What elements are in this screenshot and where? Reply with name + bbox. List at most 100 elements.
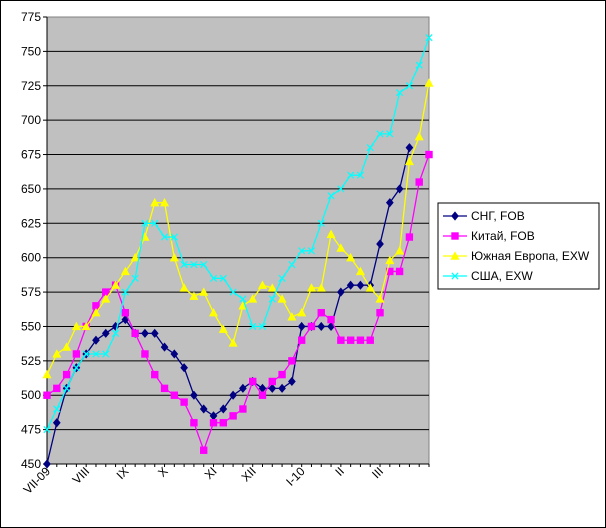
data-point-3 [415, 61, 423, 69]
data-point-0 [317, 321, 326, 332]
data-point-2 [424, 78, 434, 87]
data-point-3 [366, 144, 374, 152]
x-tick-label: XI [202, 464, 220, 482]
data-point-3 [337, 185, 345, 193]
data-point-3 [307, 247, 316, 255]
legend-swatch-marker [451, 232, 459, 240]
data-point-1 [229, 412, 237, 420]
data-point-3 [229, 288, 237, 296]
data-point-2 [336, 243, 346, 252]
data-point-3 [425, 34, 433, 42]
data-point-1 [327, 315, 335, 324]
data-point-1 [239, 405, 247, 413]
data-point-3 [288, 260, 296, 269]
data-point-1 [405, 233, 414, 241]
data-point-1 [288, 357, 296, 365]
data-point-3 [395, 89, 404, 97]
data-point-1 [366, 336, 374, 344]
data-point-2 [375, 294, 385, 303]
data-point-3 [327, 192, 335, 200]
data-point-1 [278, 370, 286, 379]
data-point-2 [404, 156, 414, 166]
data-point-3 [376, 130, 384, 138]
data-point-3 [180, 260, 188, 269]
data-point-0 [405, 143, 414, 153]
data-point-3 [278, 274, 286, 282]
data-point-3 [151, 219, 159, 227]
data-point-2 [169, 252, 179, 262]
data-point-2 [228, 338, 238, 347]
data-point-3 [268, 295, 276, 303]
y-tick-label: 625 [21, 216, 41, 230]
data-point-1 [268, 377, 276, 386]
data-point-1 [376, 309, 384, 317]
data-point-1 [219, 419, 228, 427]
data-point-3 [141, 219, 149, 227]
data-point-3 [62, 384, 71, 392]
data-point-2 [267, 283, 277, 292]
legend-swatch-marker [451, 272, 459, 280]
y-tick-label: 525 [21, 354, 41, 368]
y-tick-label: 750 [21, 44, 41, 58]
data-point-1 [337, 336, 345, 344]
data-point-0 [190, 390, 198, 400]
y-tick-label: 700 [21, 113, 41, 127]
data-point-3 [298, 247, 306, 255]
data-point-3 [219, 274, 227, 282]
data-point-2 [277, 294, 287, 303]
data-point-1 [307, 322, 316, 331]
data-point-2 [287, 312, 297, 321]
data-point-3 [190, 260, 198, 269]
data-point-1 [415, 178, 423, 186]
data-point-2 [385, 255, 395, 265]
data-point-0 [288, 376, 296, 387]
data-point-1 [53, 384, 61, 393]
data-point-1 [297, 336, 306, 344]
data-point-2 [101, 294, 111, 303]
y-tick-label: 500 [21, 388, 41, 402]
data-point-3 [170, 233, 178, 241]
data-point-3 [239, 295, 247, 303]
data-point-2 [326, 229, 336, 239]
data-point-0 [150, 328, 159, 338]
y-tick-label: 725 [21, 79, 41, 93]
data-point-2 [179, 283, 189, 292]
y-tick-label: 475 [21, 423, 41, 437]
data-point-0 [268, 383, 277, 393]
x-tick-label: I-10 [283, 464, 308, 489]
legend-label: Южная Европа, EXW [471, 249, 590, 263]
data-point-2 [42, 369, 52, 379]
series-line-3 [46, 37, 430, 430]
x-tick-label: III [369, 464, 386, 481]
data-point-2 [189, 291, 199, 300]
data-point-0 [199, 404, 208, 414]
data-point-1 [43, 391, 51, 399]
data-point-2 [71, 321, 81, 331]
data-point-2 [365, 283, 375, 292]
data-point-0 [239, 383, 247, 393]
plot-area [46, 16, 430, 465]
data-point-2 [111, 280, 121, 289]
data-point-3 [200, 260, 208, 269]
data-point-1 [131, 329, 139, 338]
data-point-3 [405, 82, 414, 90]
series-line-1 [46, 154, 430, 453]
data-point-2 [91, 307, 101, 317]
data-point-3 [92, 350, 100, 358]
data-point-1 [160, 384, 169, 393]
data-point-1 [209, 419, 218, 427]
data-point-3 [121, 288, 129, 296]
data-point-2 [355, 266, 365, 276]
data-point-3 [72, 364, 81, 372]
data-point-1 [170, 391, 179, 399]
data-point-3 [82, 350, 90, 358]
data-point-3 [53, 405, 61, 413]
data-point-2 [52, 349, 62, 358]
data-point-0 [346, 280, 355, 290]
data-point-0 [141, 328, 149, 338]
data-point-2 [257, 280, 268, 289]
series-line-2 [46, 82, 430, 375]
legend [437, 202, 600, 290]
data-point-0 [92, 335, 100, 345]
